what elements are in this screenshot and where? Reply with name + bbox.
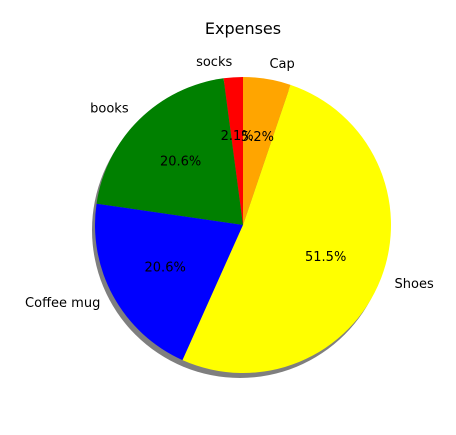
pie-slice-coffee-mug [94,203,243,361]
pie-slice-books [96,78,243,225]
pie-slice-cap [243,77,291,225]
pie-pct-label-books: 20.6% [160,154,201,169]
pie-label-layer: socks 2.1% books 20.6% Coffee mug 20.6% Shoes 5… [25,55,434,311]
pie-label-coffee-mug: Coffee mug [25,296,100,311]
pie-slice-shoes [182,84,391,373]
pie-pct-label-coffee-mug: 20.6% [145,260,186,275]
pie-slice-layer [94,77,391,373]
pie-slice-socks [223,77,243,225]
pie-label-books: books [90,102,129,117]
pie-label-socks: socks [196,55,232,70]
pie-pct-label-cap: 5.2% [241,130,274,145]
pie-label-shoes: Shoes [395,277,434,292]
chart-title: Expenses [205,19,281,38]
pie-pct-label-socks: 2.1% [221,129,254,144]
pie-label-cap: Cap [269,57,294,72]
pie-pct-label-shoes: 51.5% [305,250,346,265]
